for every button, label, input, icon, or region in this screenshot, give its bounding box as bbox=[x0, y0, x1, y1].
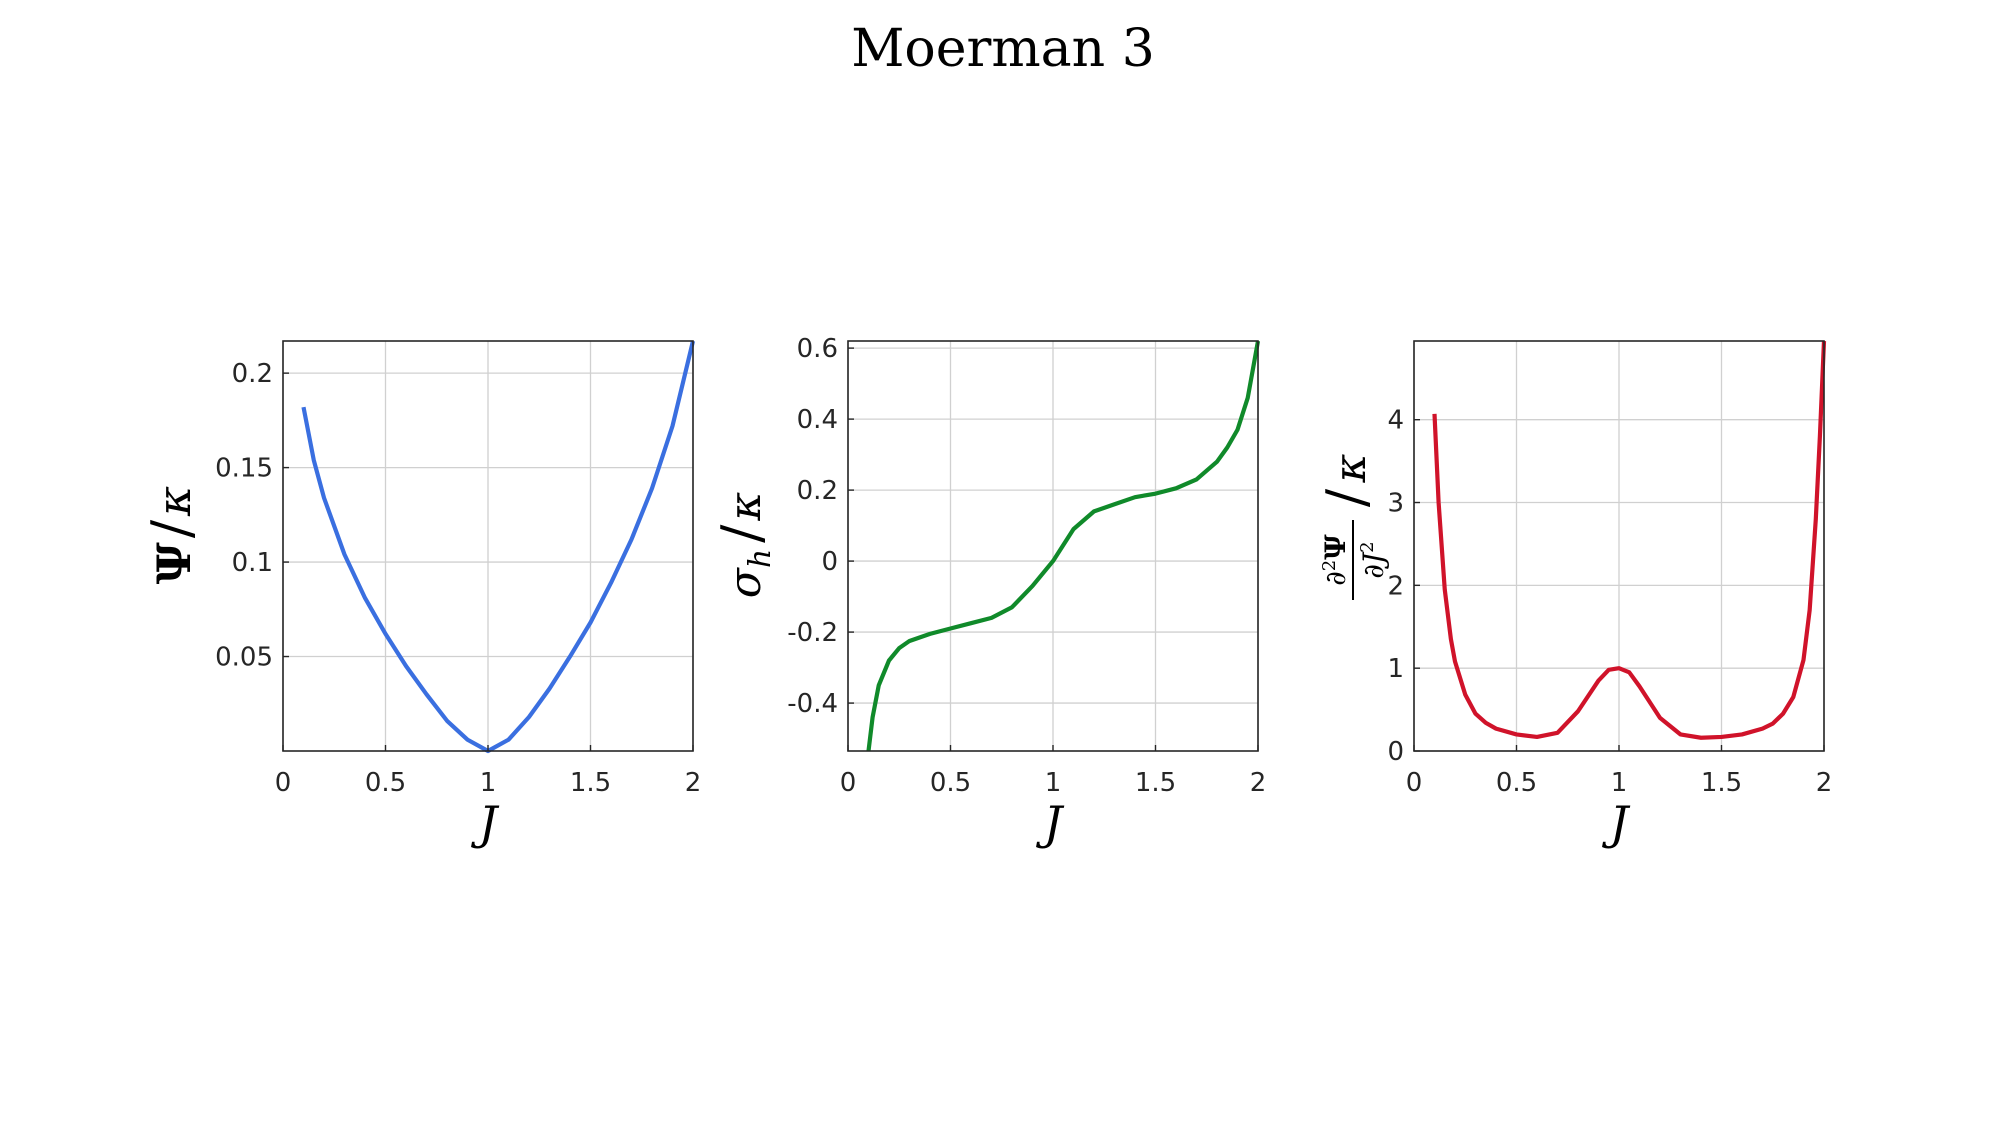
psi-ytick-label: 0.2 bbox=[232, 359, 273, 389]
sigma-curve bbox=[866, 340, 1261, 752]
svg-text:κ: κ bbox=[1325, 453, 1376, 483]
stiffness-xtick-label: 2 bbox=[1816, 768, 1833, 798]
stiffness-xtick-label: 1 bbox=[1611, 768, 1628, 798]
stiffness-ytick-label: 0 bbox=[1387, 737, 1404, 767]
psi-ytick-label: 0.05 bbox=[215, 643, 273, 673]
stiffness-xtick-label: 0.5 bbox=[1496, 768, 1537, 798]
psi-panel: 0 0.5 1 1.5 20.050.10.150.2 J Ψ/κ bbox=[140, 340, 701, 850]
sigma-ylabel: σh/κ bbox=[710, 492, 778, 599]
figure-title: Moerman 3 bbox=[851, 19, 1155, 79]
psi-xtick-label: 0.5 bbox=[365, 768, 406, 798]
stiffness-xtick-label: 0 bbox=[1406, 768, 1423, 798]
sigma-xtick-label: 0.5 bbox=[930, 768, 971, 798]
psi-ytick-label: 0.1 bbox=[232, 548, 273, 578]
psi-xtick-label: 1 bbox=[480, 768, 497, 798]
sigma-ticks: 0 0.5 1 1.5 2 -0.4 -0.2 0 0.2 0.4 0.6 bbox=[787, 334, 1266, 798]
sigma-ytick-label: 0.2 bbox=[797, 476, 838, 506]
stiffness-xtick-label: 1.5 bbox=[1701, 768, 1742, 798]
sigma-panel: 0 0.5 1 1.5 2-0.4-0.200.20.40.6 J σh/κ bbox=[710, 334, 1266, 850]
sigma-xtick-label: 0 bbox=[840, 768, 857, 798]
stiffness-ytick-label: 1 bbox=[1387, 654, 1404, 684]
psi-xtick-label: 0 bbox=[275, 768, 292, 798]
sigma-xtick-label: 1 bbox=[1045, 768, 1062, 798]
stiffness-ytick-label: 2 bbox=[1387, 571, 1404, 601]
psi-xtick-label: 2 bbox=[685, 768, 702, 798]
sigma-ytick-label: 0.4 bbox=[797, 405, 838, 435]
psi-ytick-label: 0.15 bbox=[215, 454, 273, 484]
svg-text:∂2Ψ: ∂2Ψ bbox=[1319, 534, 1352, 586]
sigma-xtick-label: 1.5 bbox=[1135, 768, 1176, 798]
sigma-ytick-label: -0.2 bbox=[787, 618, 838, 648]
stiffness-ticks: 0 0.5 1 1.5 2 0 1 2 3 4 bbox=[1387, 406, 1832, 798]
psi-ylabel: Ψ/κ bbox=[140, 486, 203, 584]
svg-text:Ψ/κ: Ψ/κ bbox=[140, 486, 203, 584]
sigma-ytick-label: -0.4 bbox=[787, 689, 838, 719]
sigma-xtick-label: 2 bbox=[1250, 768, 1267, 798]
svg-text:σh/κ: σh/κ bbox=[710, 492, 778, 599]
psi-xtick-label: 1.5 bbox=[570, 768, 611, 798]
stiffness-curve bbox=[1432, 340, 1827, 740]
stiffness-ytick-label: 4 bbox=[1387, 406, 1404, 436]
stiffness-ytick-label: 3 bbox=[1387, 489, 1404, 519]
svg-text:/: / bbox=[1315, 488, 1378, 507]
sigma-ytick-label: 0 bbox=[821, 547, 838, 577]
psi-ticks: 0 0.5 1 1.5 2 0.05 0.1 0.15 0.2 bbox=[215, 359, 701, 798]
sigma-ytick-label: 0.6 bbox=[797, 334, 838, 364]
